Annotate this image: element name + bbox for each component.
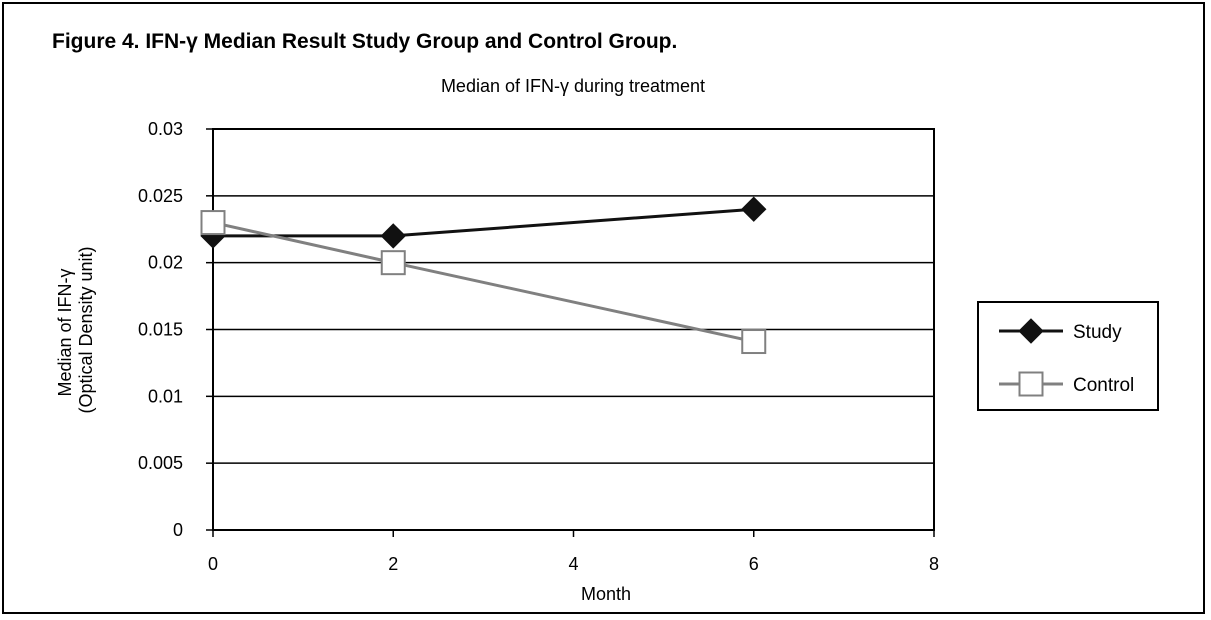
study-legend-marker [1018,318,1044,344]
x-tick-label: 4 [568,554,578,574]
legend: Study Control [977,301,1159,411]
control-legend-label: Control [1073,375,1134,396]
legend-box [977,301,1159,411]
control-point [380,250,406,276]
y-axis-label-line-1: Median of IFN-γ [55,268,75,396]
y-tick-label: 0.03 [148,119,183,139]
x-tick-label: 8 [929,554,939,574]
study-line [213,207,754,238]
control-point [200,210,226,236]
y-tick-label: 0.005 [138,453,183,473]
control-line [212,221,755,343]
y-tick-label: 0.01 [148,386,183,406]
y-axis-label: Median of IFN-γ (Optical Density unit) [55,246,96,413]
series-control [200,210,767,355]
control-point [741,329,767,355]
y-tick-label: 0 [173,520,183,540]
chart-title: Median of IFN-γ during treatment [441,76,705,96]
y-tick-label: 0.015 [138,320,183,340]
y-tick-label: 0.02 [148,253,183,273]
x-tick-label: 0 [208,554,218,574]
study-legend-label: Study [1073,322,1122,343]
control-legend-marker [1018,371,1044,397]
study-point [380,223,406,249]
x-tick-label: 6 [749,554,759,574]
study-point [741,196,767,222]
y-axis-label-line-2: (Optical Density unit) [76,246,96,413]
y-tick-label: 0.025 [138,186,183,206]
x-axis-label: Month [581,584,631,604]
x-tick-label: 2 [388,554,398,574]
figure-title: Figure 4. IFN-γ Median Result Study Grou… [52,30,678,53]
series-study [200,196,767,249]
